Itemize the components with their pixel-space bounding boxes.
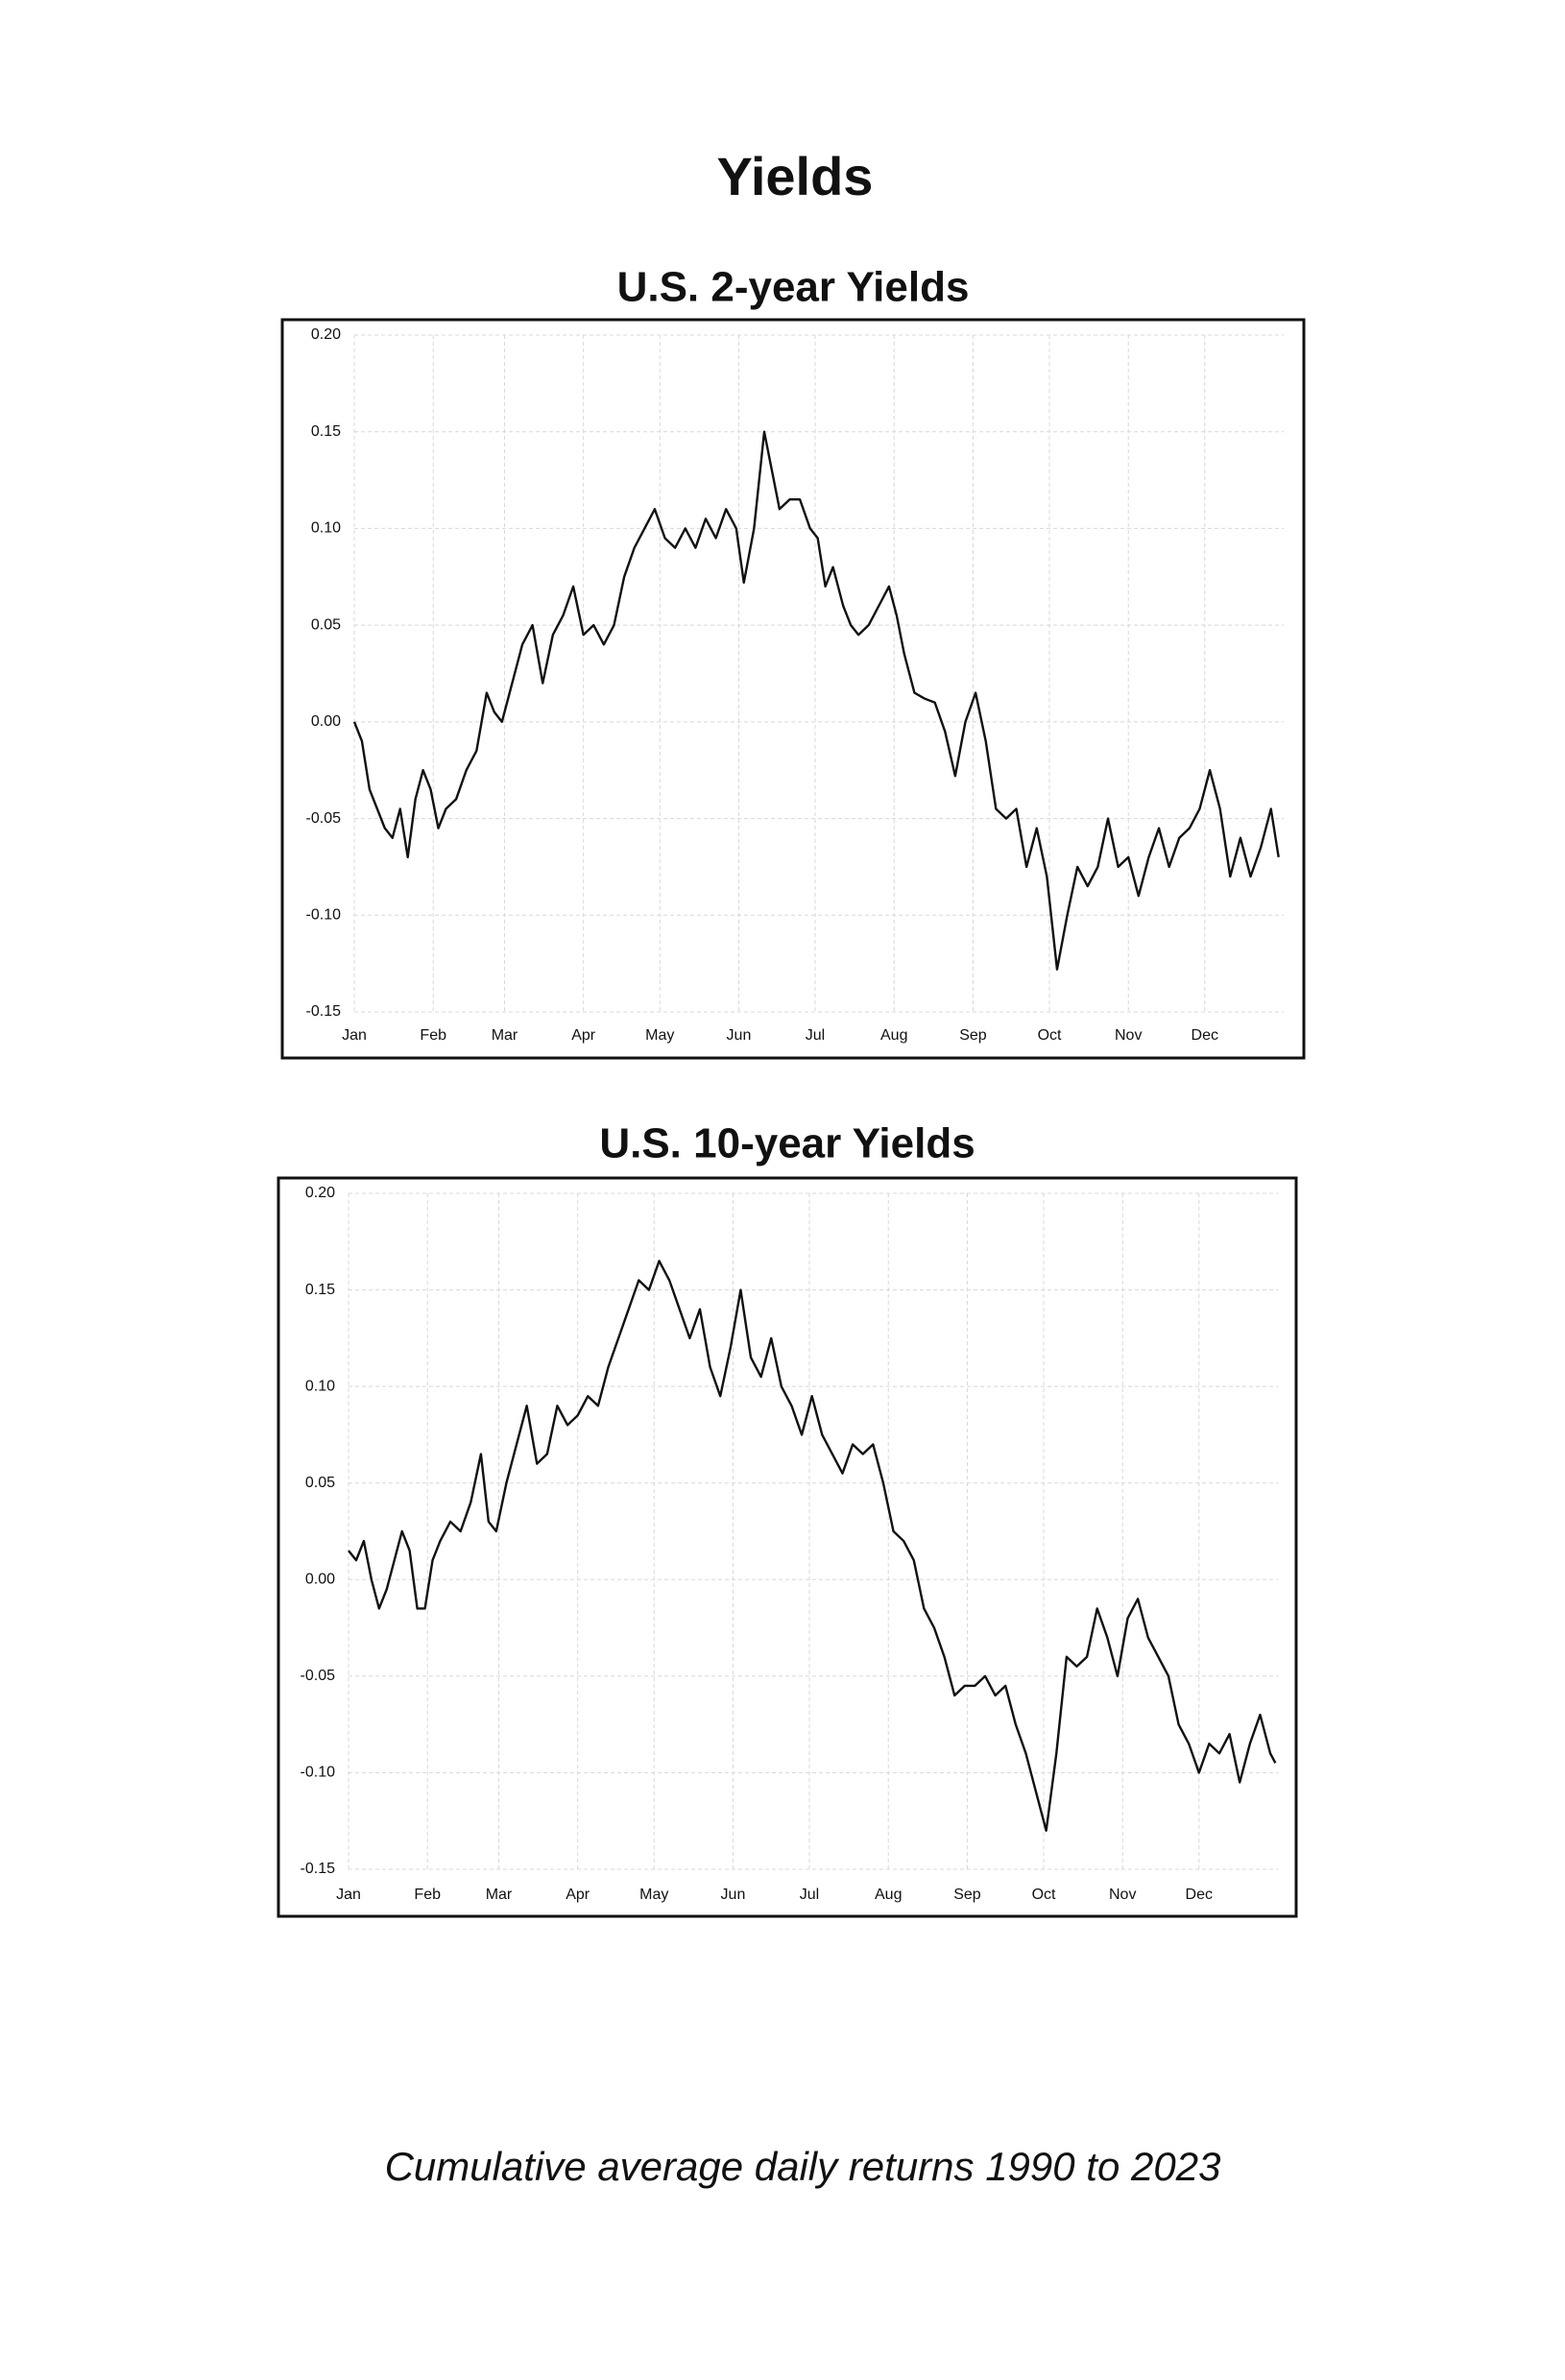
x-tick-label: Apr [566,1887,590,1903]
y-tick-label: 0.10 [305,1378,335,1394]
x-tick-label: Sep [959,1027,987,1044]
x-tick-label: Jan [336,1887,361,1903]
x-tick-label: May [639,1887,668,1903]
x-tick-label: Jul [806,1027,825,1044]
x-tick-label: Oct [1038,1027,1062,1044]
x-tick-label: Mar [492,1027,518,1044]
y-tick-label: -0.10 [306,907,342,924]
y-tick-label: -0.15 [301,1861,336,1877]
x-tick-label: Dec [1186,1887,1213,1903]
x-tick-label: Sep [953,1887,981,1903]
y-tick-label: 0.00 [305,1572,335,1588]
chart-frame [280,318,1306,1060]
footer-note: Cumulative average daily returns 1990 to… [385,2144,1221,2189]
y-tick-label: 0.05 [305,1475,335,1491]
x-tick-label: Jul [800,1887,819,1903]
y-tick-label: 0.20 [311,326,341,343]
x-tick-label: Mar [486,1887,513,1903]
y-tick-label: 0.15 [311,423,341,440]
x-tick-label: Jan [342,1027,367,1044]
page-title: Yields [717,146,874,206]
x-tick-label: Nov [1109,1887,1136,1903]
x-tick-label: Aug [880,1027,907,1044]
chart-frame [277,1176,1298,1918]
x-tick-label: Apr [571,1027,596,1044]
y-tick-label: 0.05 [311,616,341,633]
data-line [348,1260,1277,1832]
x-tick-label: Jun [721,1887,746,1903]
y-tick-label: 0.10 [311,520,341,537]
chart-title: U.S. 10-year Yields [599,1120,975,1167]
y-tick-label: -0.15 [306,1003,342,1020]
y-tick-label: 0.15 [305,1282,335,1298]
y-tick-label: -0.05 [301,1668,336,1684]
x-tick-label: Aug [875,1887,902,1903]
y-tick-label: -0.10 [301,1765,336,1781]
data-line [352,430,1280,971]
y-tick-label: 0.20 [305,1185,335,1201]
x-tick-label: Jun [727,1027,752,1044]
x-tick-label: Feb [420,1027,446,1044]
y-tick-label: -0.05 [306,810,342,827]
x-tick-label: Oct [1032,1887,1056,1903]
x-tick-label: May [645,1027,674,1044]
x-tick-label: Feb [414,1887,441,1903]
y-tick-label: 0.00 [311,713,341,730]
x-tick-label: Dec [1192,1027,1218,1044]
chart-title: U.S. 2-year Yields [617,264,970,311]
x-tick-label: Nov [1115,1027,1142,1044]
